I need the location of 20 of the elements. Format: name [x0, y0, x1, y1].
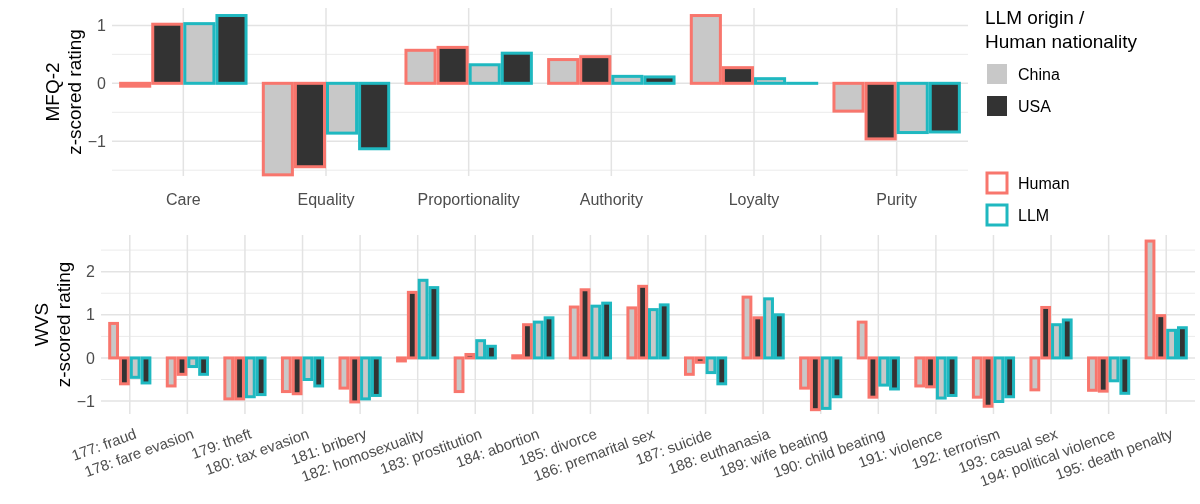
y-tick-label: −1 — [76, 392, 96, 410]
legend-label: USA — [1018, 97, 1052, 115]
x-tick-label: Authority — [579, 191, 643, 209]
x-tick-label: Purity — [876, 191, 918, 209]
y-tick-label: 1 — [97, 16, 107, 34]
legend-label: China — [1018, 65, 1060, 83]
x-tick-label: Loyalty — [728, 191, 780, 209]
x-tick-label: Proportionality — [417, 191, 520, 209]
x-tick-label: Equality — [297, 191, 355, 209]
y-axis-title: WVS z-scored rating — [31, 261, 74, 388]
y-tick-label: 0 — [86, 349, 96, 367]
y-tick-label: 1 — [86, 306, 96, 324]
y-tick-label: 2 — [86, 263, 96, 281]
y-axis-title: MFQ-2 z-scored rating — [42, 29, 85, 155]
text: Human — [1018, 174, 1070, 192]
x-tick-label: Care — [165, 191, 201, 209]
y-tick-label: −1 — [87, 132, 107, 150]
legend-title: LLM origin / Human nationality — [985, 7, 1138, 52]
y-tick-label: 0 — [97, 74, 107, 92]
text: LLM — [1018, 206, 1050, 224]
